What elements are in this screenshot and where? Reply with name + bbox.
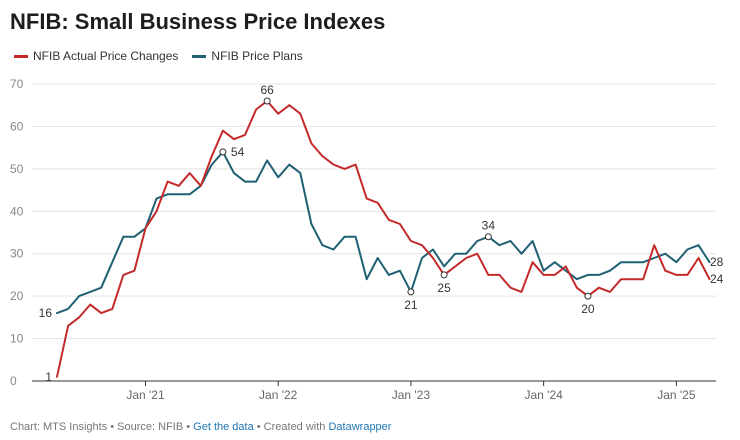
- get-the-data-link[interactable]: Get the data: [193, 421, 254, 433]
- legend-label-plans: NFIB Price Plans: [211, 49, 303, 63]
- annotation-label: 21: [404, 298, 418, 312]
- datawrapper-link[interactable]: Datawrapper: [328, 421, 392, 433]
- chart-footer: Chart: MTS Insights • Source: NFIB • Get…: [10, 421, 391, 433]
- annotation-marker: [263, 97, 271, 105]
- x-tick-label: Jan '21: [126, 388, 165, 402]
- y-tick-label: 40: [10, 204, 24, 218]
- annotation-marker: [484, 233, 492, 241]
- annotation-label: 24: [710, 272, 724, 286]
- x-tick-label: Jan '23: [392, 388, 431, 402]
- annotation-label: 66: [260, 83, 274, 97]
- annotation-marker: [219, 148, 227, 156]
- annotation-label: 54: [231, 145, 245, 159]
- y-tick-label: 0: [10, 374, 17, 388]
- legend-item-actual-price-changes: NFIB Actual Price Changes: [14, 49, 178, 63]
- series-line-0: [56, 100, 711, 378]
- x-tick-label: Jan '24: [524, 388, 563, 402]
- y-tick-label: 10: [10, 332, 24, 346]
- y-tick-label: 70: [10, 77, 24, 91]
- annotation-label: 16: [39, 306, 53, 320]
- annotation-marker: [440, 271, 448, 279]
- annotation-label: 20: [581, 302, 595, 316]
- chart-title: NFIB: Small Business Price Indexes: [10, 9, 386, 34]
- y-tick-label: 20: [10, 289, 24, 303]
- footer-source-text: Chart: MTS Insights • Source: NFIB •: [10, 421, 194, 433]
- annotation-marker: [407, 288, 415, 296]
- x-tick-label: Jan '25: [657, 388, 696, 402]
- annotation-label: 28: [710, 255, 724, 269]
- legend-item-price-plans: NFIB Price Plans: [192, 49, 303, 63]
- annotation-label: 34: [482, 219, 496, 233]
- series-line-1: [56, 150, 711, 315]
- annotation-label: 1: [45, 370, 52, 384]
- y-tick-label: 50: [10, 162, 24, 176]
- annotation-marker: [584, 292, 592, 300]
- annotation-label: 25: [437, 281, 451, 295]
- y-tick-label: 30: [10, 247, 24, 261]
- x-tick-label: Jan '22: [259, 388, 298, 402]
- footer-created-text: • Created with: [253, 421, 329, 433]
- legend-swatch-plans: [192, 54, 207, 58]
- y-tick-label: 60: [10, 119, 24, 133]
- legend-swatch-actual: [14, 54, 28, 58]
- legend-label-actual: NFIB Actual Price Changes: [33, 49, 179, 63]
- chart-legend: NFIB Actual Price Changes NFIB Price Pla…: [14, 49, 303, 63]
